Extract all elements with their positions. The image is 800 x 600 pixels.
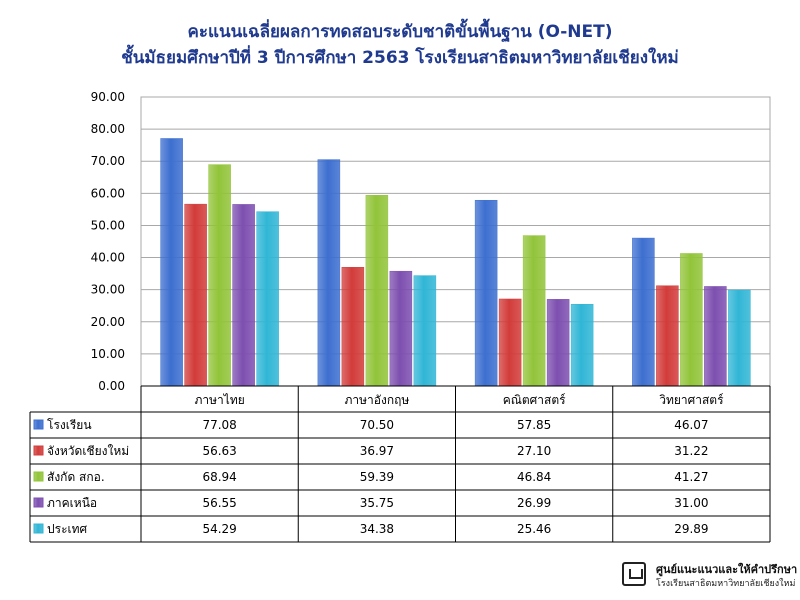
bar bbox=[474, 199, 498, 387]
y-tick-label: 40.00 bbox=[91, 251, 125, 265]
category-label: วิทยาศาสตร์ bbox=[659, 393, 724, 407]
y-tick-label: 10.00 bbox=[91, 347, 125, 361]
data-cell: 70.50 bbox=[360, 418, 394, 432]
data-cell: 31.22 bbox=[674, 444, 708, 458]
data-cell: 34.38 bbox=[360, 522, 394, 536]
series-name: ประเทศ bbox=[47, 522, 88, 536]
bar bbox=[546, 299, 570, 387]
bar bbox=[389, 270, 413, 387]
bar bbox=[184, 203, 207, 387]
bar bbox=[208, 164, 231, 387]
category-label: ภาษาอังกฤษ bbox=[344, 393, 409, 407]
bar bbox=[656, 285, 679, 387]
bar bbox=[317, 159, 341, 387]
data-table: ภาษาไทย ภาษาอังกฤษ คณิตศาสตร์ วิทยาศาสตร์โร… bbox=[29, 385, 771, 543]
data-cell: 41.27 bbox=[674, 470, 708, 484]
data-cell: 27.10 bbox=[517, 444, 551, 458]
chart-title: คะแนนเฉลี่ยผลการทดสอบระดับชาติขั้นพื้นฐา… bbox=[187, 22, 613, 42]
bar bbox=[704, 286, 727, 387]
data-cell: 57.85 bbox=[517, 418, 551, 432]
bar bbox=[522, 235, 546, 387]
series-name: จังหวัดเชียงใหม่ bbox=[47, 444, 129, 458]
logo-line-1: ศูนย์แนะแนวและให้คำปรึกษา bbox=[656, 563, 798, 576]
y-tick-label: 50.00 bbox=[91, 218, 125, 232]
data-cell: 36.97 bbox=[360, 444, 394, 458]
y-tick-label: 30.00 bbox=[91, 283, 125, 297]
series-name: ภาคเหนือ bbox=[47, 496, 97, 510]
data-cell: 46.84 bbox=[517, 470, 551, 484]
data-cell: 56.63 bbox=[202, 444, 236, 458]
data-cell: 35.75 bbox=[360, 496, 394, 510]
bar bbox=[365, 195, 389, 387]
data-cell: 31.00 bbox=[674, 496, 708, 510]
y-tick-label: 80.00 bbox=[91, 122, 125, 136]
bar bbox=[413, 275, 437, 387]
y-tick-label: 0.00 bbox=[98, 379, 125, 393]
counseling-center-logo: ศูนย์แนะแนวและให้คำปรึกษา โรงเรียนสาธิตม… bbox=[622, 560, 797, 594]
logo-mark-icon bbox=[622, 562, 646, 586]
bar bbox=[632, 237, 655, 387]
data-cell: 56.55 bbox=[202, 496, 236, 510]
chart-subtitle: ชั้นมัธยมศึกษาปีที่ 3 ปีการศึกษา 2563 โร… bbox=[121, 48, 679, 68]
data-cell: 59.39 bbox=[360, 470, 394, 484]
bar bbox=[570, 303, 594, 387]
data-cell: 46.07 bbox=[674, 418, 708, 432]
bar bbox=[728, 289, 751, 387]
logo-line-2: โรงเรียนสาธิตมหาวิทยาลัยเชียงใหม่ bbox=[656, 579, 796, 589]
legend-swatch bbox=[33, 419, 44, 430]
data-cell: 54.29 bbox=[202, 522, 236, 536]
bar bbox=[232, 204, 255, 387]
legend-swatch bbox=[33, 497, 44, 508]
bar bbox=[680, 253, 703, 387]
bars bbox=[160, 138, 751, 387]
bar bbox=[256, 211, 279, 387]
legend-swatch bbox=[33, 445, 44, 456]
category-label: ภาษาไทย bbox=[194, 393, 244, 407]
y-tick-label: 20.00 bbox=[91, 315, 125, 329]
category-label: คณิตศาสตร์ bbox=[503, 393, 566, 407]
legend-swatch bbox=[33, 523, 44, 534]
data-cell: 77.08 bbox=[202, 418, 236, 432]
y-tick-label: 90.00 bbox=[91, 90, 125, 104]
data-cell: 26.99 bbox=[517, 496, 551, 510]
series-name: โรงเรียน bbox=[47, 418, 92, 432]
series-name: สังกัด สกอ. bbox=[47, 470, 105, 484]
bar bbox=[341, 267, 365, 387]
data-cell: 29.89 bbox=[674, 522, 708, 536]
y-axis-ticks: 0.00 10.00 20.00 30.00 40.00 50.00 60.00 70.00 8… bbox=[91, 90, 125, 393]
bar bbox=[160, 138, 183, 387]
data-cell: 68.94 bbox=[202, 470, 236, 484]
legend-swatch bbox=[33, 471, 44, 482]
y-tick-label: 70.00 bbox=[91, 154, 125, 168]
data-cell: 25.46 bbox=[517, 522, 551, 536]
bar bbox=[498, 298, 522, 387]
y-tick-label: 60.00 bbox=[91, 186, 125, 200]
